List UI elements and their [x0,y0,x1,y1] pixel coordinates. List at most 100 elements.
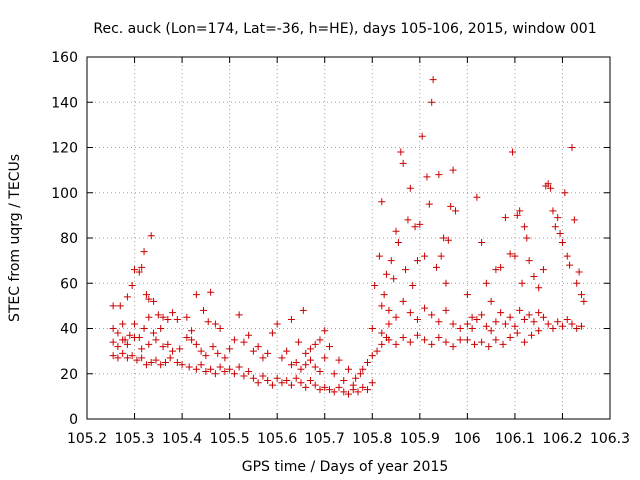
data-point [221,367,229,375]
data-point [411,223,419,231]
data-point [259,372,267,380]
data-point [558,239,566,247]
data-point [463,336,471,344]
data-point [456,336,464,344]
data-point [249,347,257,355]
data-point [295,338,303,346]
data-point [173,315,181,323]
data-point [435,334,443,342]
data-point [478,338,486,346]
data-point [240,372,248,380]
data-point [449,166,457,174]
data-point [409,282,417,290]
data-point [444,236,452,244]
data-point [311,381,319,389]
data-point [528,331,536,339]
data-point [249,374,257,382]
data-point [202,352,210,360]
x-axis-label: GPS time / Days of year 2015 [242,459,449,475]
data-point [523,234,531,242]
data-point [306,377,314,385]
data-point [359,383,367,391]
data-point [192,291,200,299]
data-point [204,318,212,326]
data-point [109,352,117,360]
data-point [123,340,131,348]
data-point [364,386,372,394]
data-point [316,367,324,375]
x-tick-label: 105.2 [67,431,107,447]
data-point [354,388,362,396]
data-point [268,329,276,337]
data-point [302,383,310,391]
data-point [176,345,184,353]
data-point [178,361,186,369]
data-point [345,390,352,398]
data-point [109,325,117,332]
data-point [140,325,148,332]
data-point [152,356,160,364]
data-point [152,336,160,344]
data-point [145,313,153,321]
data-point [268,381,276,389]
data-point [506,313,514,321]
data-point [421,304,429,312]
data-point [235,311,243,319]
data-point [442,338,450,346]
data-point [230,336,238,344]
data-point [311,363,319,371]
data-point [114,354,122,362]
data-point [383,270,391,278]
data-point [264,377,272,385]
data-point [157,361,165,369]
y-tick-label: 0 [69,412,78,428]
data-point [147,358,155,366]
data-point [145,340,153,348]
data-point [254,343,262,351]
data-point [335,356,343,364]
data-point [435,318,443,326]
data-point [226,365,234,373]
data-point [413,257,421,265]
data-point [240,338,248,346]
data-point [123,293,131,301]
data-point [556,229,564,237]
data-point [573,325,581,332]
y-tick-label: 160 [51,50,78,66]
data-point [399,297,407,305]
y-tick-label: 120 [51,141,78,157]
data-point [509,148,517,156]
data-point [123,354,131,362]
data-point [259,354,267,362]
data-point [131,320,139,328]
data-point [580,297,588,305]
data-point [421,252,429,260]
data-point [278,379,286,387]
data-point [169,347,177,355]
data-point [558,322,566,330]
data-point [119,349,127,357]
data-point [516,207,524,215]
data-point [114,343,122,351]
data-point [385,336,393,344]
x-tick-label: 106 [454,431,481,447]
data-point [577,291,585,299]
data-point [432,263,440,271]
data-point [183,334,191,342]
data-point [221,354,229,362]
data-point [563,252,571,260]
data-point [245,331,253,339]
data-point [511,252,519,260]
data-point [278,354,286,362]
data-point [150,297,158,305]
data-point [482,279,490,287]
data-point [368,325,376,332]
data-point [192,340,200,348]
data-point [128,282,136,290]
data-point [325,343,333,351]
data-point [463,320,471,328]
data-point [385,306,393,314]
data-point [297,365,305,373]
data-point [425,200,433,208]
